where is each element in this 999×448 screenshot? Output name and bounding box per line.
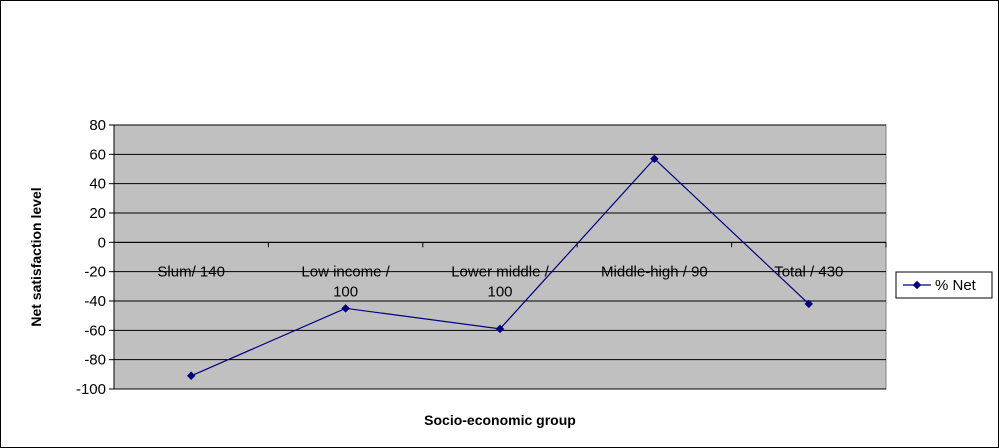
y-tick-label: 0 bbox=[98, 234, 106, 251]
y-tick-label: 20 bbox=[89, 205, 106, 222]
y-tick-label: 80 bbox=[89, 117, 106, 134]
x-axis bbox=[113, 241, 887, 248]
x-tick-label: Low income /100 bbox=[301, 263, 390, 300]
y-axis-ticks: 80 60 40 20 0 -20 -40 -60 -80 -100 bbox=[76, 117, 115, 398]
x-tick-label: Lower middle /100 bbox=[451, 263, 549, 300]
y-tick-label: -80 bbox=[84, 352, 106, 369]
x-tick-label: Slum/ 140 bbox=[157, 263, 225, 280]
y-axis-title: Net satisfaction level bbox=[28, 187, 44, 326]
legend-marker-swatch bbox=[912, 280, 922, 290]
y-tick-label: -60 bbox=[84, 322, 106, 339]
data-point bbox=[495, 324, 505, 334]
y-tick-label: -20 bbox=[84, 264, 106, 281]
y-tick-label: -40 bbox=[84, 293, 106, 310]
x-tick-label: Middle-high / 90 bbox=[601, 263, 708, 280]
data-point bbox=[804, 299, 814, 309]
data-point bbox=[186, 371, 196, 381]
plot-area bbox=[113, 124, 887, 390]
x-axis-title: Socio-economic group bbox=[424, 412, 576, 428]
legend: % Net bbox=[895, 271, 993, 299]
y-tick-label: -100 bbox=[76, 381, 106, 398]
legend-label: % Net bbox=[935, 277, 977, 294]
x-axis-tick-labels: Slum/ 140 Low income /100 Lower middle /10… bbox=[157, 263, 843, 300]
series-group bbox=[186, 154, 814, 381]
y-tick-label: 40 bbox=[89, 176, 106, 193]
data-point bbox=[341, 304, 350, 313]
y-tick-label: 60 bbox=[89, 146, 106, 163]
x-tick-label: Total / 430 bbox=[774, 263, 843, 280]
